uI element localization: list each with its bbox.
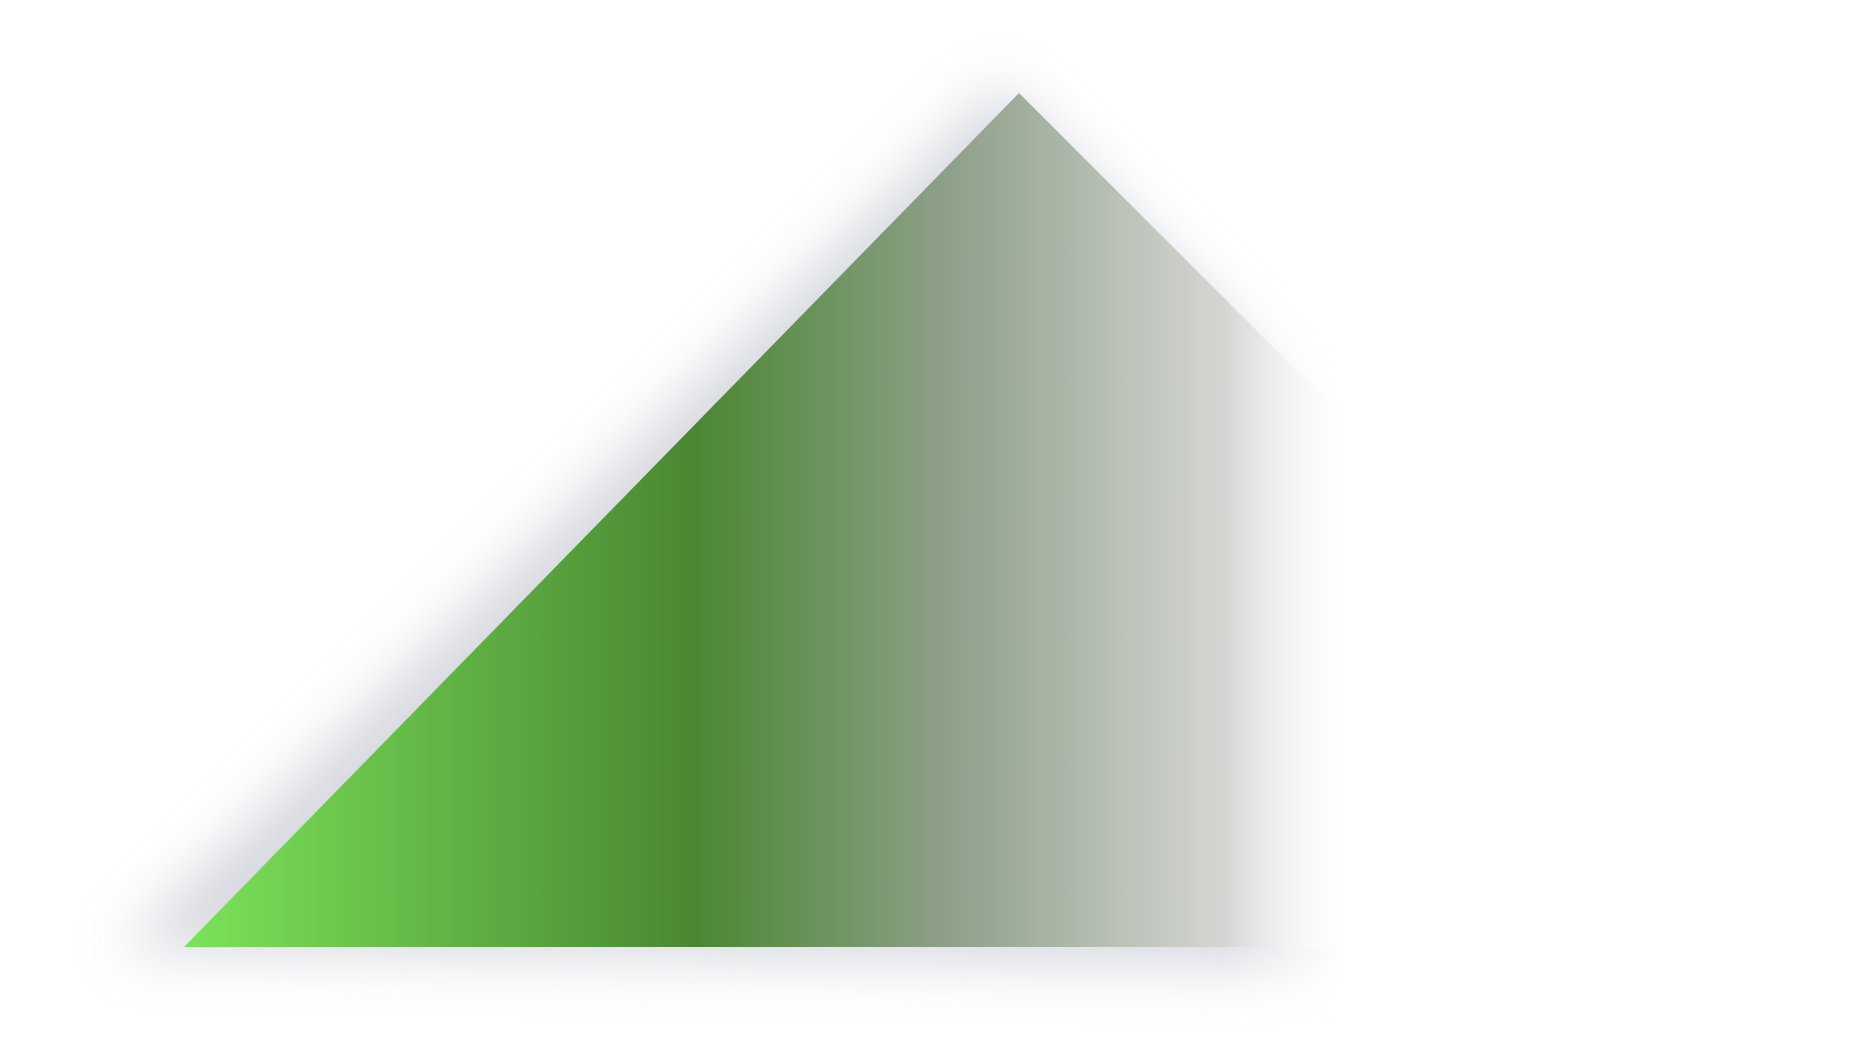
gradient-triangle [184, 93, 1855, 947]
